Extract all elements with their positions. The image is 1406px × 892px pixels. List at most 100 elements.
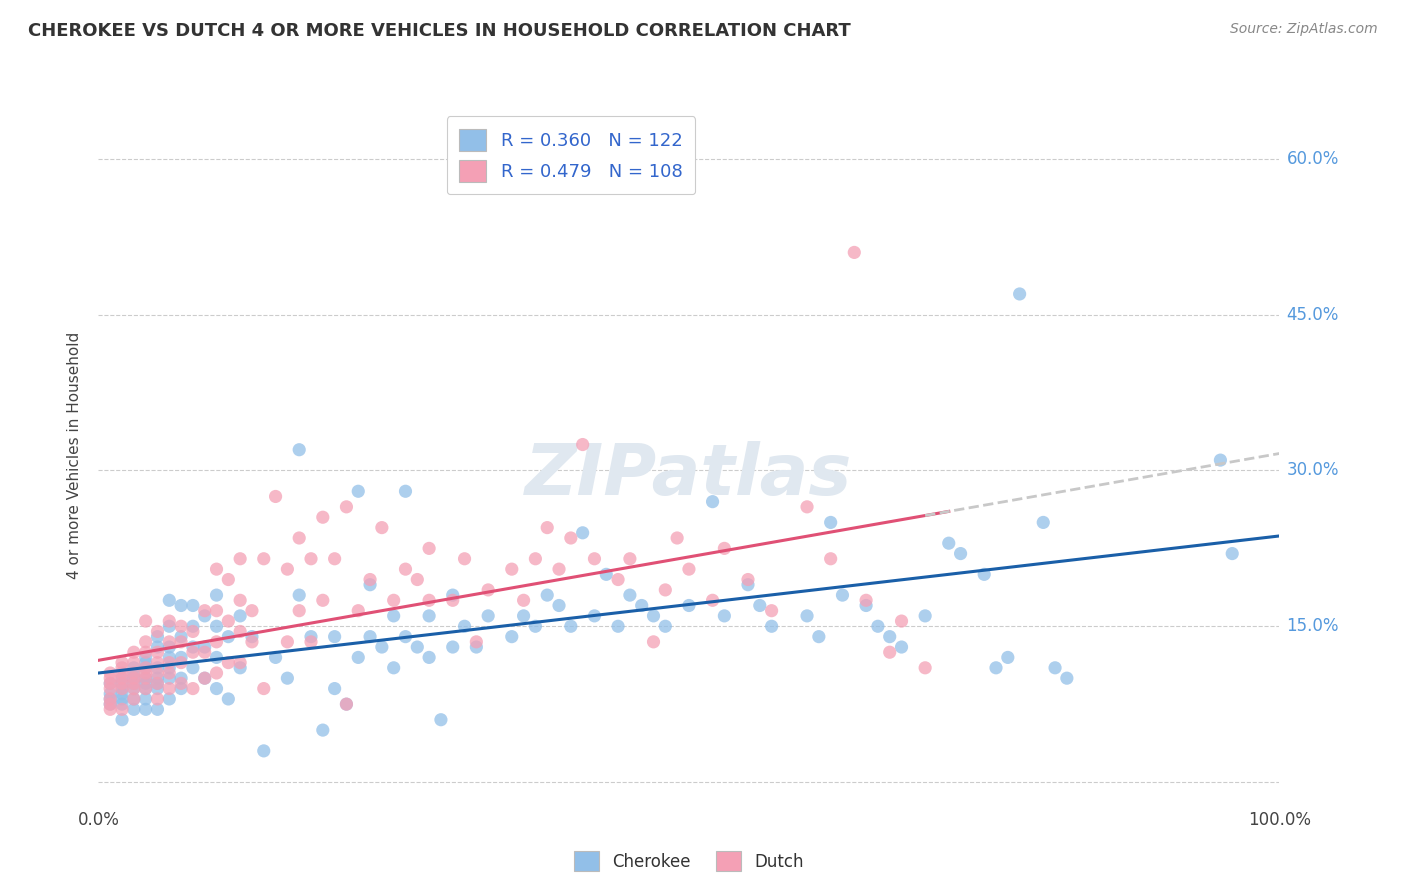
Point (135, 671, 157, 685)
Point (135, 681, 157, 696)
Point (217, 656, 239, 670)
Point (748, 599, 770, 613)
Point (949, 547, 972, 561)
Point (157, 671, 180, 685)
Point (630, 599, 652, 613)
Point (205, 681, 228, 696)
Point (146, 645, 169, 659)
Point (181, 624, 204, 639)
Point (323, 681, 346, 696)
Point (170, 656, 193, 670)
Point (288, 531, 311, 545)
Point (181, 640, 204, 654)
Point (135, 645, 157, 659)
Point (678, 562, 700, 576)
Point (347, 484, 370, 499)
Point (205, 588, 228, 602)
Point (157, 619, 180, 633)
Point (382, 608, 405, 623)
Point (229, 624, 252, 639)
Point (323, 630, 346, 644)
Point (382, 593, 405, 607)
Point (135, 681, 157, 696)
Point (524, 619, 547, 633)
Point (170, 599, 193, 613)
Text: Source: ZipAtlas.com: Source: ZipAtlas.com (1230, 22, 1378, 37)
Point (205, 650, 228, 665)
Point (157, 661, 180, 675)
Point (571, 525, 593, 540)
Point (229, 593, 252, 607)
Point (111, 665, 134, 680)
Point (146, 630, 169, 644)
Point (477, 582, 499, 597)
Point (524, 551, 547, 566)
Point (111, 692, 134, 706)
Point (737, 573, 759, 587)
Point (548, 562, 571, 576)
Point (122, 671, 145, 685)
Point (135, 702, 157, 716)
Point (217, 692, 239, 706)
Point (98, 697, 121, 711)
Point (1220, 547, 1243, 561)
Point (335, 697, 357, 711)
Y-axis label: 4 or more Vehicles in Household: 4 or more Vehicles in Household (67, 331, 83, 579)
Point (111, 681, 134, 696)
Point (477, 608, 499, 623)
Point (536, 520, 558, 534)
Point (713, 608, 735, 623)
Point (312, 723, 335, 738)
Point (643, 608, 665, 623)
Point (146, 676, 169, 690)
Point (122, 665, 145, 680)
Point (122, 681, 145, 696)
Point (157, 650, 180, 665)
Point (595, 567, 617, 582)
Point (111, 671, 134, 685)
Point (418, 650, 440, 665)
Point (831, 588, 853, 602)
Point (135, 614, 157, 628)
Point (253, 551, 276, 566)
Point (571, 437, 593, 451)
Point (170, 619, 193, 633)
Point (111, 676, 134, 690)
Point (890, 640, 912, 654)
Point (135, 671, 157, 685)
Point (288, 588, 311, 602)
Point (217, 630, 239, 644)
Point (205, 619, 228, 633)
Point (205, 604, 228, 618)
Point (122, 676, 145, 690)
Point (619, 588, 641, 602)
Point (98, 671, 121, 685)
Point (312, 510, 335, 524)
Point (938, 536, 960, 550)
Point (807, 630, 830, 644)
Point (181, 645, 204, 659)
Point (654, 582, 676, 597)
Point (217, 614, 239, 628)
Point (619, 551, 641, 566)
Point (879, 645, 901, 659)
Point (347, 650, 370, 665)
Point (441, 640, 464, 654)
Legend: Cherokee, Dutch: Cherokee, Dutch (568, 845, 810, 878)
Point (973, 567, 995, 582)
Point (276, 562, 298, 576)
Point (761, 604, 783, 618)
Point (157, 656, 180, 670)
Point (194, 604, 217, 618)
Point (98, 681, 121, 696)
Point (855, 593, 877, 607)
Point (512, 608, 534, 623)
Point (111, 656, 134, 670)
Point (111, 713, 134, 727)
Point (583, 608, 606, 623)
Point (181, 681, 204, 696)
Point (240, 630, 263, 644)
Point (406, 640, 429, 654)
Point (170, 630, 193, 644)
Point (879, 630, 901, 644)
